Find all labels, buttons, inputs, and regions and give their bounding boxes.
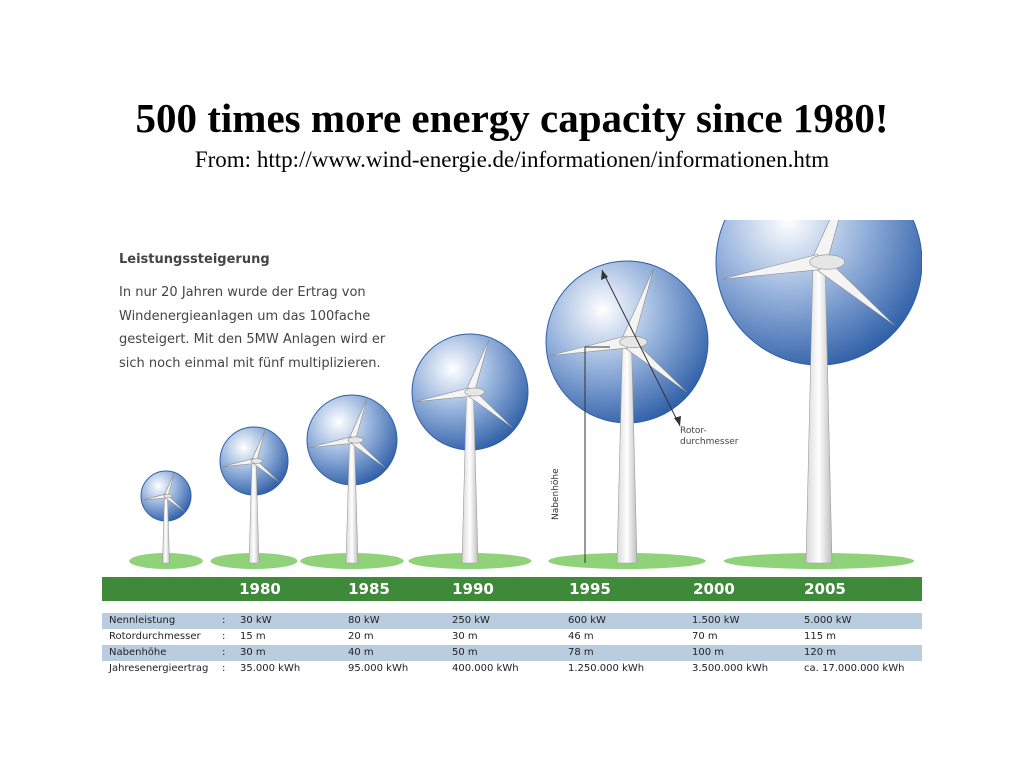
row-label: Jahresenergieertrag xyxy=(109,663,209,674)
row-label: Nennleistung xyxy=(109,615,176,626)
table-cell: 15 m xyxy=(240,631,266,642)
year-label: 1995 xyxy=(569,580,611,598)
table-cell: 5.000 kW xyxy=(804,615,852,626)
table-cell: 35.000 kWh xyxy=(240,663,301,674)
year-label: 1985 xyxy=(348,580,390,598)
wind-turbine-icon xyxy=(545,260,709,569)
year-label: 1990 xyxy=(452,580,494,598)
wind-turbine-icon xyxy=(408,333,532,569)
table-cell: ca. 17.000.000 kWh xyxy=(804,663,905,674)
table-cell: 115 m xyxy=(804,631,837,642)
slide-subtitle: From: http://www.wind-energie.de/informa… xyxy=(194,147,830,172)
nacelle xyxy=(163,493,173,499)
dimension-lines xyxy=(584,269,681,563)
table-cell: 80 kW xyxy=(348,615,380,626)
table-cell: 600 kW xyxy=(568,615,606,626)
hub-height-callout: Nabenhöhe xyxy=(551,468,561,520)
turbine-illustration xyxy=(129,220,922,569)
row-separator: : xyxy=(222,647,226,658)
table-row: Jahresenergieertrag : 35.000 kWh 95.000 … xyxy=(102,661,922,677)
row-separator: : xyxy=(222,615,226,626)
wind-turbine-figure: Leistungssteigerung In nur 20 Jahren wur… xyxy=(102,220,922,685)
table-cell: 120 m xyxy=(804,647,837,658)
nacelle xyxy=(347,436,364,444)
table-cell: 1.250.000 kWh xyxy=(568,663,645,674)
nacelle xyxy=(464,387,485,397)
row-label: Rotordurchmesser xyxy=(109,631,201,642)
rotor-diameter-callout: Rotor- durchmesser xyxy=(680,426,739,447)
table-cell: 30 m xyxy=(240,647,266,658)
specification-table: Nennleistung : 30 kW 80 kW 250 kW 600 kW… xyxy=(102,613,922,677)
year-label: 2000 xyxy=(693,580,735,598)
table-cell: 46 m xyxy=(568,631,594,642)
table-cell: 40 m xyxy=(348,647,374,658)
row-separator: : xyxy=(222,631,226,642)
wind-turbine-icon xyxy=(129,470,203,569)
table-cell: 250 kW xyxy=(452,615,490,626)
table-cell: 30 kW xyxy=(240,615,272,626)
table-cell: 78 m xyxy=(568,647,594,658)
year-label: 2005 xyxy=(804,580,846,598)
table-row: Rotordurchmesser : 15 m 20 m 30 m 46 m 7… xyxy=(102,629,922,645)
table-cell: 3.500.000 kWh xyxy=(692,663,769,674)
table-cell: 70 m xyxy=(692,631,718,642)
row-label: Nabenhöhe xyxy=(109,647,167,658)
table-cell: 1.500 kW xyxy=(692,615,740,626)
table-cell: 50 m xyxy=(452,647,478,658)
slide-title: 500 times more energy capacity since 198… xyxy=(135,95,889,141)
year-band: 1980 1985 1990 1995 2000 2005 xyxy=(102,577,922,601)
wind-turbine-icon xyxy=(715,220,922,569)
table-cell: 100 m xyxy=(692,647,725,658)
nacelle xyxy=(619,336,648,348)
wind-turbine-icon xyxy=(210,426,298,569)
table-cell: 400.000 kWh xyxy=(452,663,519,674)
table-cell: 30 m xyxy=(452,631,478,642)
nacelle xyxy=(250,458,263,464)
table-row: Nennleistung : 30 kW 80 kW 250 kW 600 kW… xyxy=(102,613,922,629)
year-label: 1980 xyxy=(239,580,281,598)
row-separator: : xyxy=(222,663,226,674)
nacelle xyxy=(809,254,846,270)
table-cell: 20 m xyxy=(348,631,374,642)
table-row: Nabenhöhe : 30 m 40 m 50 m 78 m 100 m 12… xyxy=(102,645,922,661)
table-cell: 95.000 kWh xyxy=(348,663,409,674)
figure-heading: Leistungssteigerung xyxy=(119,252,270,267)
wind-turbine-icon xyxy=(300,394,404,569)
figure-intro-text: In nur 20 Jahren wurde der Ertrag von Wi… xyxy=(119,285,386,371)
